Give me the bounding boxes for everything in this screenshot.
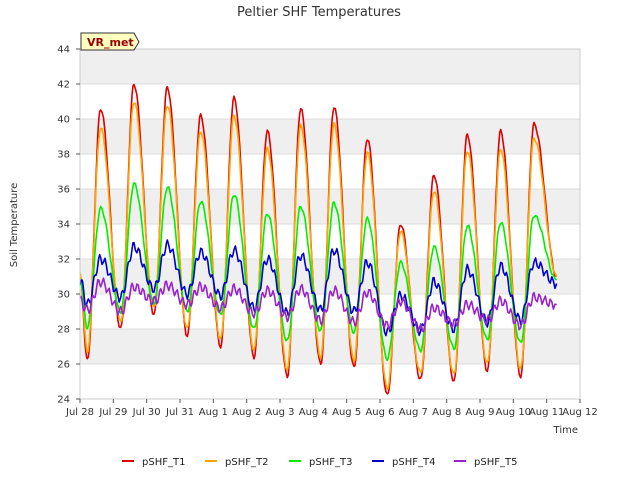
x-tick-label: Aug 3 [265, 407, 294, 418]
y-tick-label: 36 [57, 185, 70, 196]
series-line-pSHF_T5 [79, 277, 557, 334]
x-tick-label: Jul 29 [98, 407, 127, 418]
x-tick-label: Jul 30 [132, 407, 161, 418]
x-tick-label: Aug 2 [232, 407, 261, 418]
station-badge: VR_met [80, 32, 140, 51]
y-axis-label: Soil Temperature [9, 183, 20, 268]
y-tick-label: 38 [57, 150, 70, 161]
x-tick-label: Aug 8 [432, 407, 461, 418]
series-line-pSHF_T4 [79, 239, 558, 337]
y-tick-label: 34 [57, 220, 70, 231]
y-tick-label: 26 [57, 360, 70, 371]
y-tick-label: 40 [57, 115, 70, 126]
x-axis-label: Time [553, 425, 578, 436]
x-tick-label: Aug 11 [529, 407, 564, 418]
series-line-pSHF_T3 [79, 182, 558, 362]
chart-title: Peltier SHF Temperatures [237, 5, 401, 20]
grid-band [80, 49, 580, 84]
y-tick-label: 28 [57, 325, 70, 336]
y-tick-label: 32 [57, 255, 70, 266]
legend-label: pSHF_T3 [309, 457, 352, 468]
x-tick-label: Aug 6 [365, 407, 394, 418]
y-tick-label: 42 [57, 80, 70, 91]
x-tick-label: Jul 31 [165, 407, 194, 418]
x-tick-label: Aug 9 [465, 407, 494, 418]
legend-label: pSHF_T5 [474, 457, 517, 468]
x-tick-label: Aug 4 [299, 407, 328, 418]
grid-band [80, 329, 580, 364]
legend-label: pSHF_T1 [142, 457, 185, 468]
y-tick-label: 24 [57, 395, 70, 406]
badge-shape [80, 32, 140, 51]
y-tick-label: 30 [57, 290, 70, 301]
x-tick-label: Aug 5 [332, 407, 361, 418]
x-tick-label: Aug 7 [399, 407, 428, 418]
y-axis-ticks: 24 26 28 30 32 34 36 38 40 42 44 [57, 45, 80, 406]
series-lines [79, 83, 558, 395]
x-tick-label: Aug 10 [496, 407, 531, 418]
legend-label: pSHF_T2 [225, 457, 268, 468]
y-tick-label: 44 [57, 45, 70, 56]
legend-label: pSHF_T4 [392, 457, 435, 468]
x-tick-label: Aug 1 [199, 407, 228, 418]
legend: pSHF_T1 pSHF_T2 pSHF_T3 pSHF_T4 pSHF_T5 [122, 457, 517, 468]
x-tick-label: Aug 12 [562, 407, 597, 418]
grid-band [80, 189, 580, 224]
x-axis-ticks: Jul 28 Jul 29 Jul 30 Jul 31 Aug 1 Aug 2 Aug 3 A… [65, 399, 598, 418]
badge-label: VR_met [87, 36, 134, 49]
x-tick-label: Jul 28 [65, 407, 94, 418]
